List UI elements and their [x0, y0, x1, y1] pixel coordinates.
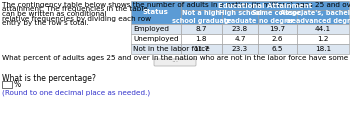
- Bar: [181, 34, 222, 44]
- Text: 18.1: 18.1: [315, 46, 331, 52]
- Text: 2.6: 2.6: [272, 36, 283, 42]
- Bar: [222, 24, 258, 34]
- Text: What is the percentage?: What is the percentage?: [2, 74, 96, 83]
- Text: 23.8: 23.8: [232, 26, 248, 32]
- Text: 8.7: 8.7: [196, 26, 207, 32]
- Text: Employed: Employed: [133, 26, 169, 32]
- Text: 19.7: 19.7: [269, 26, 285, 32]
- Text: (Round to one decimal place as needed.): (Round to one decimal place as needed.): [2, 90, 150, 96]
- Bar: [131, 34, 181, 44]
- Bar: [181, 44, 222, 54]
- Bar: [296, 10, 349, 24]
- Bar: [181, 1, 349, 10]
- Bar: [296, 24, 349, 34]
- Bar: [258, 34, 296, 44]
- Bar: [258, 44, 296, 54]
- FancyBboxPatch shape: [154, 59, 196, 66]
- Text: entry by the row’s total.: entry by the row’s total.: [2, 20, 89, 26]
- Text: 4.7: 4.7: [234, 36, 246, 42]
- Text: The contingency table below shows the number of adults in a nation (in millions): The contingency table below shows the nu…: [2, 2, 350, 9]
- Text: Unemployed: Unemployed: [133, 36, 178, 42]
- Text: Some college,
no degree: Some college, no degree: [252, 10, 303, 23]
- Text: 1.8: 1.8: [196, 36, 207, 42]
- Bar: [131, 44, 181, 54]
- Text: ···: ···: [172, 58, 178, 67]
- Text: attainment. The frequencies in the table: attainment. The frequencies in the table: [2, 6, 148, 13]
- Text: What percent of adults ages 25 and over in the nation who are not in the labor f: What percent of adults ages 25 and over …: [2, 55, 350, 61]
- Text: relative frequencies by dividing each row: relative frequencies by dividing each ro…: [2, 15, 151, 22]
- Bar: [258, 10, 296, 24]
- Text: 6.5: 6.5: [272, 46, 283, 52]
- Text: can be written as conditional: can be written as conditional: [2, 11, 106, 17]
- Bar: [222, 44, 258, 54]
- Bar: [131, 24, 181, 34]
- Text: High school
graduate: High school graduate: [218, 10, 261, 23]
- Text: 23.3: 23.3: [232, 46, 248, 52]
- Text: 44.1: 44.1: [315, 26, 331, 32]
- Text: 1.2: 1.2: [317, 36, 329, 42]
- Text: Educational Attainment: Educational Attainment: [218, 2, 312, 9]
- Bar: [296, 34, 349, 44]
- Text: Not in the labor force: Not in the labor force: [133, 46, 210, 52]
- Text: Status: Status: [143, 10, 169, 15]
- Bar: [222, 10, 258, 24]
- Bar: [222, 34, 258, 44]
- Text: Associate's, bachelor's,
or advanced degree: Associate's, bachelor's, or advanced deg…: [280, 10, 350, 23]
- Bar: [296, 44, 349, 54]
- Bar: [181, 10, 222, 24]
- Text: %: %: [14, 80, 21, 89]
- Bar: [258, 24, 296, 34]
- Bar: [181, 24, 222, 34]
- Text: Not a high
school graduate: Not a high school graduate: [172, 10, 231, 23]
- Text: 11.7: 11.7: [193, 46, 209, 52]
- Bar: [131, 1, 181, 24]
- Bar: [2, 81, 12, 88]
